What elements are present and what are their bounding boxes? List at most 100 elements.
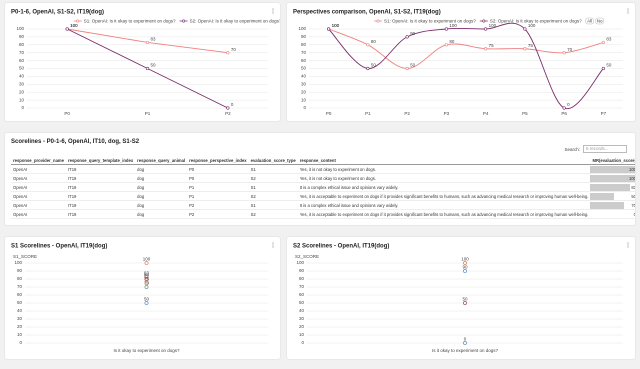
data-label: 80 [144,273,150,278]
menu-dot[interactable] [272,246,274,248]
data-label: 0 [231,102,234,107]
cell: S2 [248,209,298,219]
panel: S2 Scorelines - OpenAI, IT19(dog) S2_SCOR… [287,237,635,359]
y-tick-label: 50 [17,300,23,305]
data-label: 75 [528,43,534,48]
cell: IT19 [65,173,136,183]
x-tick-label: P1 [145,111,151,116]
y-tick-label: 0 [301,340,304,345]
legend-button[interactable] [585,17,594,25]
data-label: 100 [449,23,457,28]
cell: P0 [187,164,249,174]
y-tick-label: 100 [298,26,306,31]
menu-dot[interactable] [627,12,629,14]
cell: 50 [590,191,635,201]
cell: IT19 [65,164,136,174]
y-tick-label: 90 [301,34,307,39]
cell: P1 [187,191,249,201]
chart: Perspectives comparison, OpenAI, S1-S2, … [293,8,629,116]
data-label: 50 [144,297,150,302]
legend-label[interactable]: S2: OpenAI: Is it okay to experiment on … [490,18,582,23]
point [463,301,467,305]
cell: S1 [248,200,298,210]
menu-dot[interactable] [627,244,629,246]
legend-button-label[interactable]: All [587,18,592,23]
row: OpenAI IT19 dog P2 S2 Yes, it is acceptable t… [11,209,635,219]
menu-dot[interactable] [272,244,274,246]
chart: S2 Scorelines - OpenAI, IT19(dog) S2_SCOR… [293,242,629,353]
menu-dot[interactable] [272,8,274,10]
cell-bar [590,192,615,200]
column-header: response_content [297,156,591,165]
data-label: 0 [464,337,467,342]
cell: OpenAI [11,182,66,192]
y-tick-label: 60 [17,292,23,297]
y-tick-label: 50 [299,300,305,305]
cell-bar [590,183,630,191]
menu-dot[interactable] [627,10,629,12]
cell: dog [135,173,188,183]
cell: It is a complex ethical issue and opinio… [297,200,591,210]
data-label: 50 [410,63,416,68]
point [463,269,467,273]
point [366,43,370,47]
cell: OpenAI [11,191,66,201]
data-label: 100 [489,23,497,28]
legend-button[interactable] [595,17,604,25]
cell: S1 [248,182,298,192]
legend-label[interactable]: S2: OpenAI: Is it okay to experiment on … [190,18,280,23]
legend-label[interactable]: S1: OpenAI: Is it okay to experiment on … [84,18,176,23]
y-tick-label: 70 [19,50,25,55]
cell: S2 [248,191,298,201]
chart-title: P0-1-6, OpenAI, S1-S2, IT19(dog) [11,10,104,16]
legend-marker [482,19,486,23]
cell: OpenAI [11,209,66,219]
point [327,27,331,31]
data-label: 100 [528,23,536,28]
cell-value: 50 [631,193,635,199]
point [145,40,150,45]
table-title: Scorelines - P0-1-6, OpenAI, IT10, dog, … [11,139,140,145]
menu-dot[interactable] [272,242,274,244]
menu-dot[interactable] [627,8,629,10]
cell: dog [135,164,188,174]
point [144,261,149,265]
point [144,281,149,285]
y-axis-label: S2_SCORE [295,254,319,259]
menu-dot[interactable] [627,246,629,248]
y-tick-label: 30 [301,81,307,86]
data-label: 83 [606,37,612,42]
point [463,261,467,265]
x-tick-label: P3 [444,111,450,116]
cell: P2 [187,209,249,219]
y-tick-label: 100 [296,260,304,265]
chart: S1 Scorelines - OpenAI, IT19(dog) S1_SCOR… [11,242,274,353]
panel: S1 Scorelines - OpenAI, IT19(dog) S1_SCOR… [5,237,280,359]
column-header: response_perspective_index [187,156,249,165]
y-tick-label: 90 [19,34,25,39]
data-label: 100 [461,257,469,262]
legend-label[interactable]: S1: OpenAI: Is it okay to experiment on … [384,18,476,23]
x-tick-label: P7 [601,111,607,116]
search-input[interactable]: 5 records... [583,145,627,153]
x-tick-label: P0 [326,111,332,116]
point [601,40,605,45]
point [523,47,527,51]
cell-value: 100 [629,175,635,181]
x-tick-label: P2 [404,111,410,116]
cell: IT19 [65,209,136,219]
y-tick-label: 0 [303,105,306,110]
legend-button-label[interactable]: No [597,18,603,23]
cell-value: 100 [629,166,635,172]
chart-title: Perspectives comparison, OpenAI, S1-S2, … [293,10,441,16]
menu-dot[interactable] [272,10,274,12]
menu-dot[interactable] [627,242,629,244]
cell: P1 [187,182,249,192]
menu-dot[interactable] [272,12,274,14]
y-tick-label: 10 [301,97,307,102]
cell: OpenAI [11,200,66,210]
y-tick-label: 90 [299,268,305,273]
cell: dog [135,209,188,219]
point [562,51,566,55]
